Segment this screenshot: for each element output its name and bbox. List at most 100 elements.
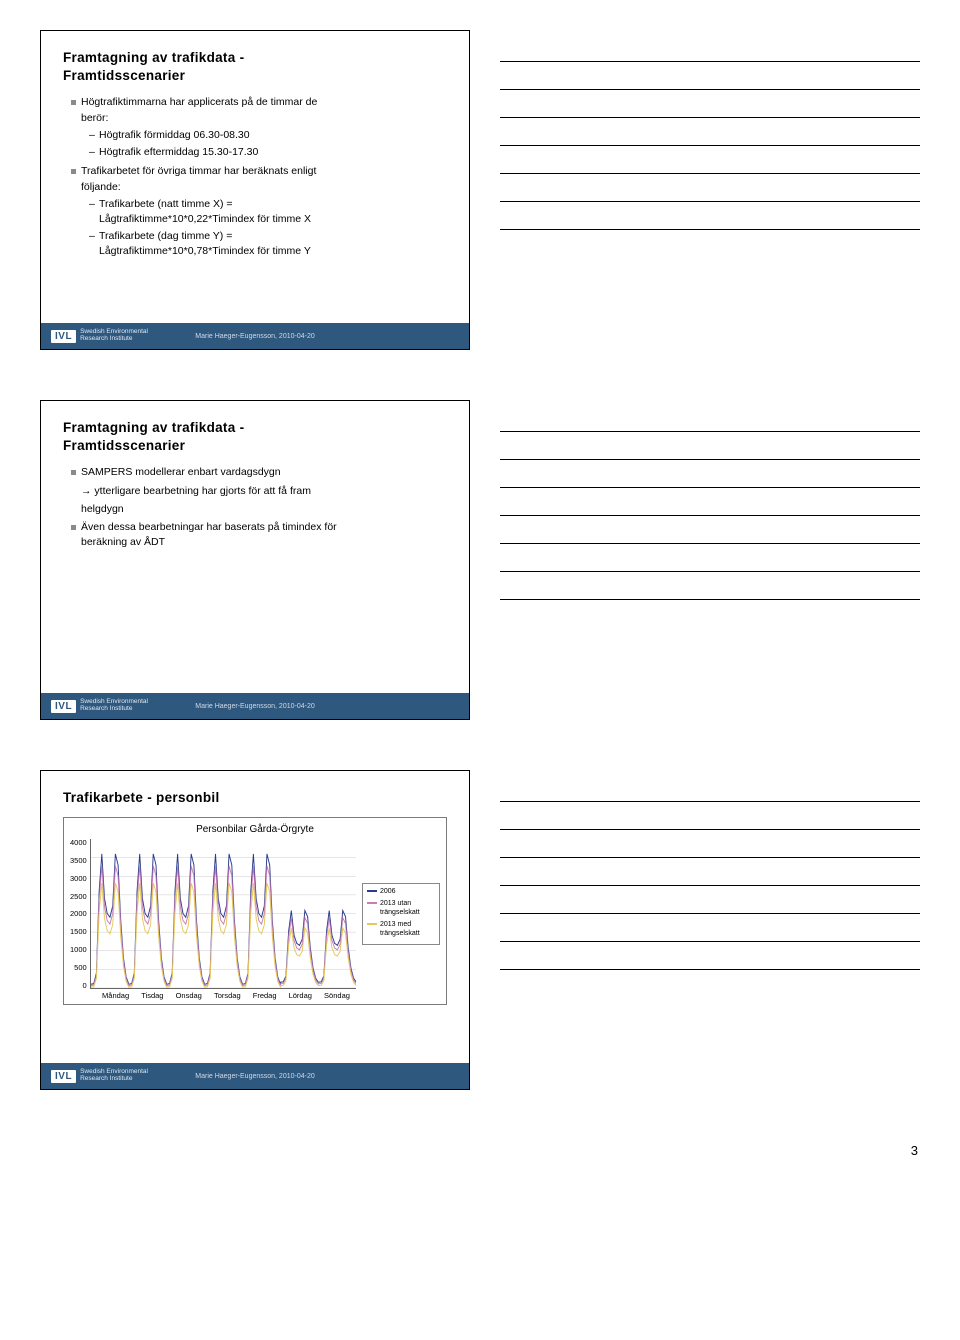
legend-label: 2013 utan trängselskatt	[380, 899, 435, 917]
bullet-item: SAMPERS modellerar enbart vardagsdygn	[71, 465, 447, 480]
title-line: Framtidsscenarier	[63, 68, 185, 83]
chart-title: Personbilar Gårda-Örgryte	[70, 824, 440, 835]
y-tick: 1000	[70, 946, 87, 954]
title-line: Framtidsscenarier	[63, 438, 185, 453]
x-tick: Torsdag	[214, 991, 241, 1000]
y-tick: 500	[70, 964, 87, 972]
legend-label: 2013 med trängselskatt	[380, 920, 435, 938]
x-tick: Fredag	[253, 991, 277, 1000]
text: → ytterligare bearbetning har gjorts för…	[81, 485, 311, 497]
note-line	[500, 774, 920, 802]
slide-row-1: Framtagning av trafikdata - Framtidsscen…	[40, 30, 920, 350]
y-tick: 3500	[70, 857, 87, 865]
slide-row-2: Framtagning av trafikdata - Framtidsscen…	[40, 400, 920, 720]
y-axis: 40003500300025002000150010005000	[70, 839, 90, 989]
slide-3: Trafikarbete - personbil Personbilar Går…	[40, 770, 470, 1090]
note-line	[500, 488, 920, 516]
arrow-line: → ytterligare bearbetning har gjorts för…	[63, 484, 447, 499]
note-line	[500, 62, 920, 90]
plot-area	[90, 839, 356, 989]
bullet-item: Högtrafiktimmarna har applicerats på de …	[71, 95, 447, 160]
bullet-item: Trafikarbetet för övriga timmar har berä…	[71, 164, 447, 259]
handout-page: Framtagning av trafikdata - Framtidsscen…	[0, 0, 960, 1170]
ivl-logo: IVL	[51, 700, 76, 713]
sub-item: Högtrafik förmiddag 06.30-08.30	[89, 128, 447, 143]
slide-title: Framtagning av trafikdata - Framtidsscen…	[63, 49, 447, 85]
note-line	[500, 146, 920, 174]
sub-item: Trafikarbete (natt timme X) = Lågtrafikt…	[89, 197, 447, 227]
text: följande:	[81, 181, 121, 193]
sub-list: Trafikarbete (natt timme X) = Lågtrafikt…	[89, 197, 447, 260]
sub-item: Trafikarbete (dag timme Y) = Lågtrafikti…	[89, 229, 447, 259]
note-line	[500, 802, 920, 830]
chart-container: Personbilar Gårda-Örgryte 4000 3500 3000 25…	[63, 817, 447, 1005]
title-line: Framtagning av trafikdata -	[63, 50, 244, 65]
slide-row-3: Trafikarbete - personbil Personbilar Går…	[40, 770, 920, 1090]
ivl-org: Swedish Environmental Research Institute	[80, 699, 148, 713]
bullet-item: Även dessa bearbetningar har baserats på…	[71, 520, 447, 550]
note-line	[500, 830, 920, 858]
text: Trafikarbete (dag timme Y) =	[99, 230, 232, 242]
slide-1: Framtagning av trafikdata - Framtidsscen…	[40, 30, 470, 350]
legend-row: 2006	[367, 887, 435, 896]
note-line	[500, 404, 920, 432]
note-line	[500, 516, 920, 544]
text: Trafikarbete (natt timme X) =	[99, 198, 233, 210]
legend-swatch	[367, 890, 377, 892]
note-line	[500, 34, 920, 62]
legend-row: 2013 med trängselskatt	[367, 920, 435, 938]
y-tick: 4000	[70, 839, 87, 847]
legend-swatch	[367, 902, 377, 904]
notes-area	[500, 400, 920, 720]
note-line	[500, 942, 920, 970]
legend-swatch	[367, 923, 377, 925]
arrow-line-cont: helgdygn	[63, 502, 447, 517]
title-line: Framtagning av trafikdata -	[63, 420, 244, 435]
text: Research Institute	[80, 335, 132, 342]
ivl-logo: IVL	[51, 1070, 76, 1083]
text: Även dessa bearbetningar har baserats på…	[81, 521, 337, 533]
legend-label: 2006	[380, 887, 396, 896]
text: helgdygn	[81, 503, 124, 515]
x-tick: Lördag	[289, 991, 312, 1000]
text: Lågtrafiktimme*10*0,22*Timindex för timm…	[99, 213, 311, 225]
note-line	[500, 544, 920, 572]
notes-area	[500, 770, 920, 1090]
note-line	[500, 202, 920, 230]
slide-footer: IVL Swedish Environmental Research Insti…	[41, 323, 469, 349]
note-line	[500, 572, 920, 600]
note-line	[500, 858, 920, 886]
chart-svg	[91, 839, 356, 988]
x-axis: MåndagTisdagOnsdagTorsdagFredagLördagSön…	[96, 991, 356, 1000]
chart-body: 40003500300025002000150010005000 2006201…	[70, 839, 440, 989]
legend: 2006 2013 utan trängselskatt 2013 med trän…	[362, 883, 440, 945]
text: berör:	[81, 112, 108, 124]
bullet-list: Även dessa bearbetningar har baserats på…	[71, 520, 447, 550]
footer-credit: Marie Haeger-Eugensson, 2010-04-20	[195, 333, 314, 340]
y-tick: 2000	[70, 910, 87, 918]
note-line	[500, 174, 920, 202]
slide-footer: IVL Swedish Environmental Research Insti…	[41, 693, 469, 719]
legend-row: 2013 utan trängselskatt	[367, 899, 435, 917]
text: Research Institute	[80, 1075, 132, 1082]
y-tick: 1500	[70, 928, 87, 936]
text: Högtrafiktimmarna har applicerats på de …	[81, 96, 317, 108]
ivl-org: Swedish Environmental Research Institute	[80, 329, 148, 343]
bullet-list: Högtrafiktimmarna har applicerats på de …	[71, 95, 447, 259]
text: Research Institute	[80, 705, 132, 712]
text: Trafikarbetet för övriga timmar har berä…	[81, 165, 316, 177]
sub-list: Högtrafik förmiddag 06.30-08.30 Högtrafi…	[89, 128, 447, 160]
y-tick: 2500	[70, 893, 87, 901]
note-line	[500, 432, 920, 460]
notes-area	[500, 30, 920, 350]
page-number: 3	[911, 1143, 918, 1158]
note-line	[500, 886, 920, 914]
note-line	[500, 118, 920, 146]
x-tick: Tisdag	[141, 991, 163, 1000]
sub-item: Högtrafik eftermiddag 15.30-17.30	[89, 145, 447, 160]
x-tick: Måndag	[102, 991, 129, 1000]
footer-credit: Marie Haeger-Eugensson, 2010-04-20	[195, 703, 314, 710]
y-tick: 3000	[70, 875, 87, 883]
text: beräkning av ÅDT	[81, 536, 165, 548]
text: Lågtrafiktimme*10*0,78*Timindex för timm…	[99, 245, 311, 257]
